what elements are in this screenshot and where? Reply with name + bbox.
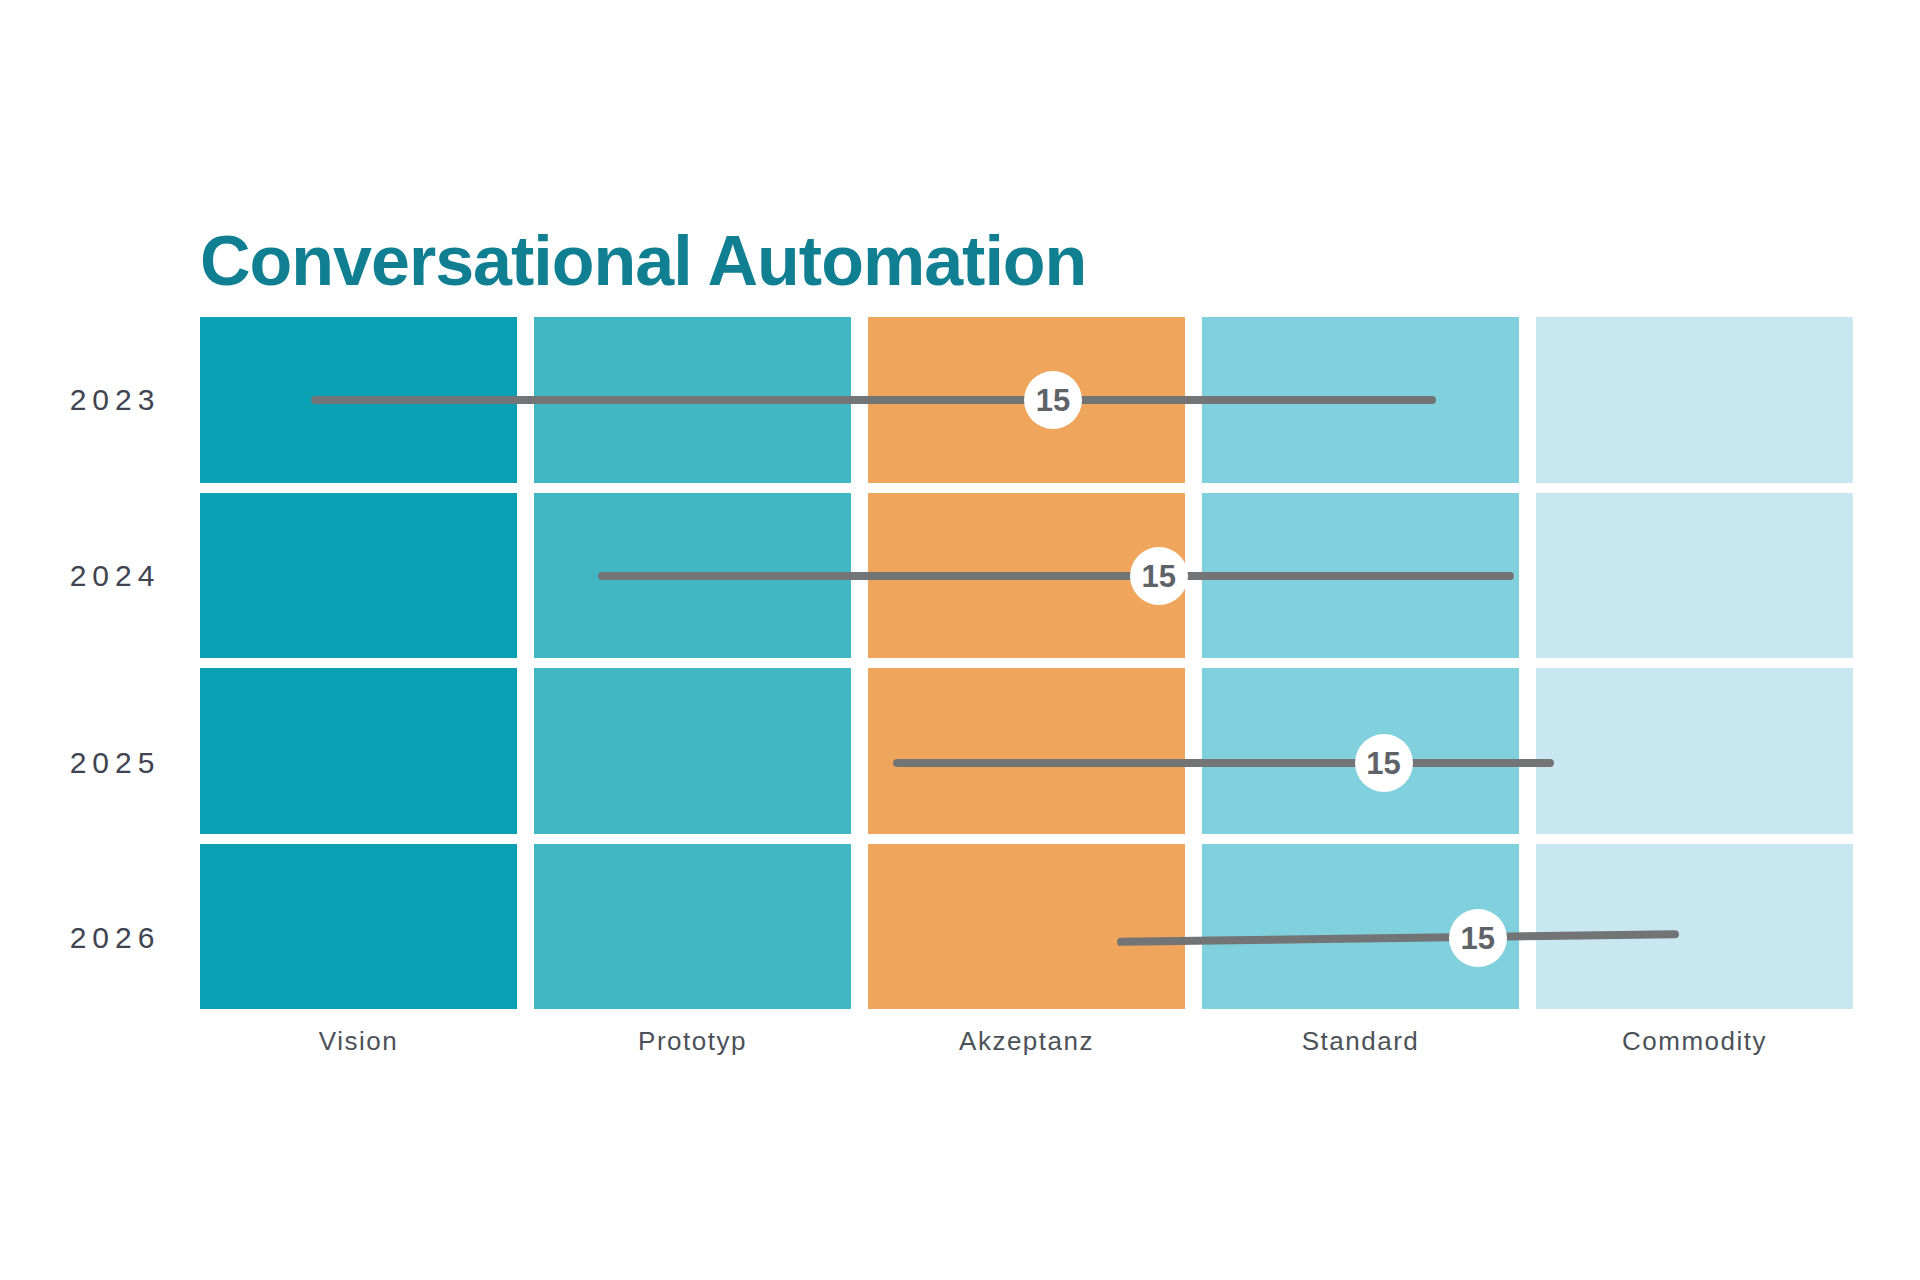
marker-circle-2023: 15 xyxy=(1024,371,1082,429)
y-axis-label-2026: 2026 xyxy=(40,923,190,953)
grid-cell-2026-commodity xyxy=(1536,844,1853,1010)
chart-canvas: Conversational Automation 2023 2024 2025 20… xyxy=(0,0,1920,1280)
maturity-grid xyxy=(200,317,1853,1009)
grid-cell-2026-akzeptanz xyxy=(868,844,1185,1010)
y-axis-label-2024: 2024 xyxy=(40,561,190,591)
marker-value-2023: 15 xyxy=(1036,385,1070,416)
range-line-2023 xyxy=(311,396,1437,404)
marker-value-2024: 15 xyxy=(1141,561,1175,592)
grid-cell-2024-vision xyxy=(200,493,517,659)
x-axis-label-commodity: Commodity xyxy=(1485,1028,1905,1054)
grid-cell-2026-prototyp xyxy=(534,844,851,1010)
marker-value-2025: 15 xyxy=(1366,748,1400,779)
range-line-2024 xyxy=(598,572,1514,580)
grid-cell-2025-vision xyxy=(200,668,517,834)
grid-cell-2025-prototyp xyxy=(534,668,851,834)
marker-circle-2026: 15 xyxy=(1449,909,1507,967)
grid-cell-2025-commodity xyxy=(1536,668,1853,834)
y-axis-label-2023: 2023 xyxy=(40,385,190,415)
chart-title: Conversational Automation xyxy=(200,226,1086,296)
marker-circle-2024: 15 xyxy=(1130,547,1188,605)
grid-cell-2025-akzeptanz xyxy=(868,668,1185,834)
grid-cell-2026-vision xyxy=(200,844,517,1010)
marker-value-2026: 15 xyxy=(1461,923,1495,954)
marker-circle-2025: 15 xyxy=(1355,734,1413,792)
grid-cell-2024-commodity xyxy=(1536,493,1853,659)
y-axis-label-2025: 2025 xyxy=(40,748,190,778)
grid-cell-2023-commodity xyxy=(1536,317,1853,483)
range-line-2025 xyxy=(893,759,1554,767)
